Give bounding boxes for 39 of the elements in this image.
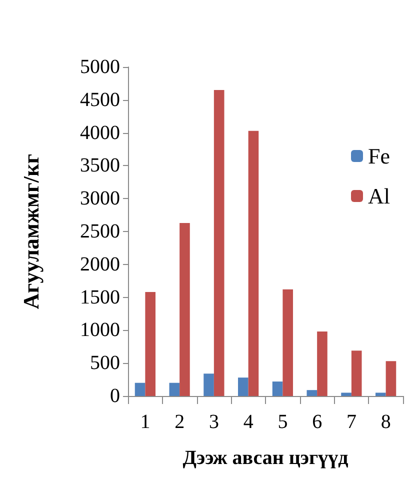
y-tick-label: 500 xyxy=(90,352,120,374)
y-tick-label: 1000 xyxy=(80,319,120,342)
y-tick-label: 5000 xyxy=(80,56,120,78)
bar xyxy=(351,350,362,396)
bar xyxy=(386,361,396,396)
bar xyxy=(376,392,386,396)
y-tick-label: 4500 xyxy=(80,88,120,111)
x-tick-label: 1 xyxy=(140,411,150,433)
y-tick-label: 4000 xyxy=(80,122,120,144)
y-tick-label: 3500 xyxy=(80,154,120,177)
bar xyxy=(238,378,248,396)
legend-label: Al xyxy=(368,184,390,208)
y-axis-title: Агууламжмг/кг xyxy=(18,154,44,310)
y-tick-label: 0 xyxy=(110,385,120,407)
x-tick-label: 6 xyxy=(312,411,322,433)
bar xyxy=(272,382,283,396)
y-tick-label: 3000 xyxy=(80,188,120,210)
bar xyxy=(145,292,156,396)
bar xyxy=(306,390,318,396)
bar xyxy=(341,392,352,396)
bar xyxy=(180,222,190,396)
bar xyxy=(204,374,214,396)
x-axis-title: Дээж авсан цэгүүд xyxy=(182,447,348,469)
bar xyxy=(282,289,293,396)
legend-label: Fe xyxy=(368,144,390,168)
y-tick-label: 2000 xyxy=(80,253,120,276)
bar xyxy=(248,130,259,396)
y-tick-label: 2500 xyxy=(80,220,120,242)
x-tick-label: 2 xyxy=(174,411,185,433)
bar xyxy=(134,382,146,396)
x-tick-label: 3 xyxy=(208,411,219,433)
x-tick-label: 4 xyxy=(243,411,254,433)
bar xyxy=(214,90,224,396)
x-tick-label: 7 xyxy=(346,411,356,433)
x-tick-label: 8 xyxy=(380,411,391,433)
bar xyxy=(317,332,328,396)
y-tick-label: 1500 xyxy=(80,286,120,308)
bar xyxy=(169,382,180,396)
x-tick-label: 5 xyxy=(278,411,288,433)
